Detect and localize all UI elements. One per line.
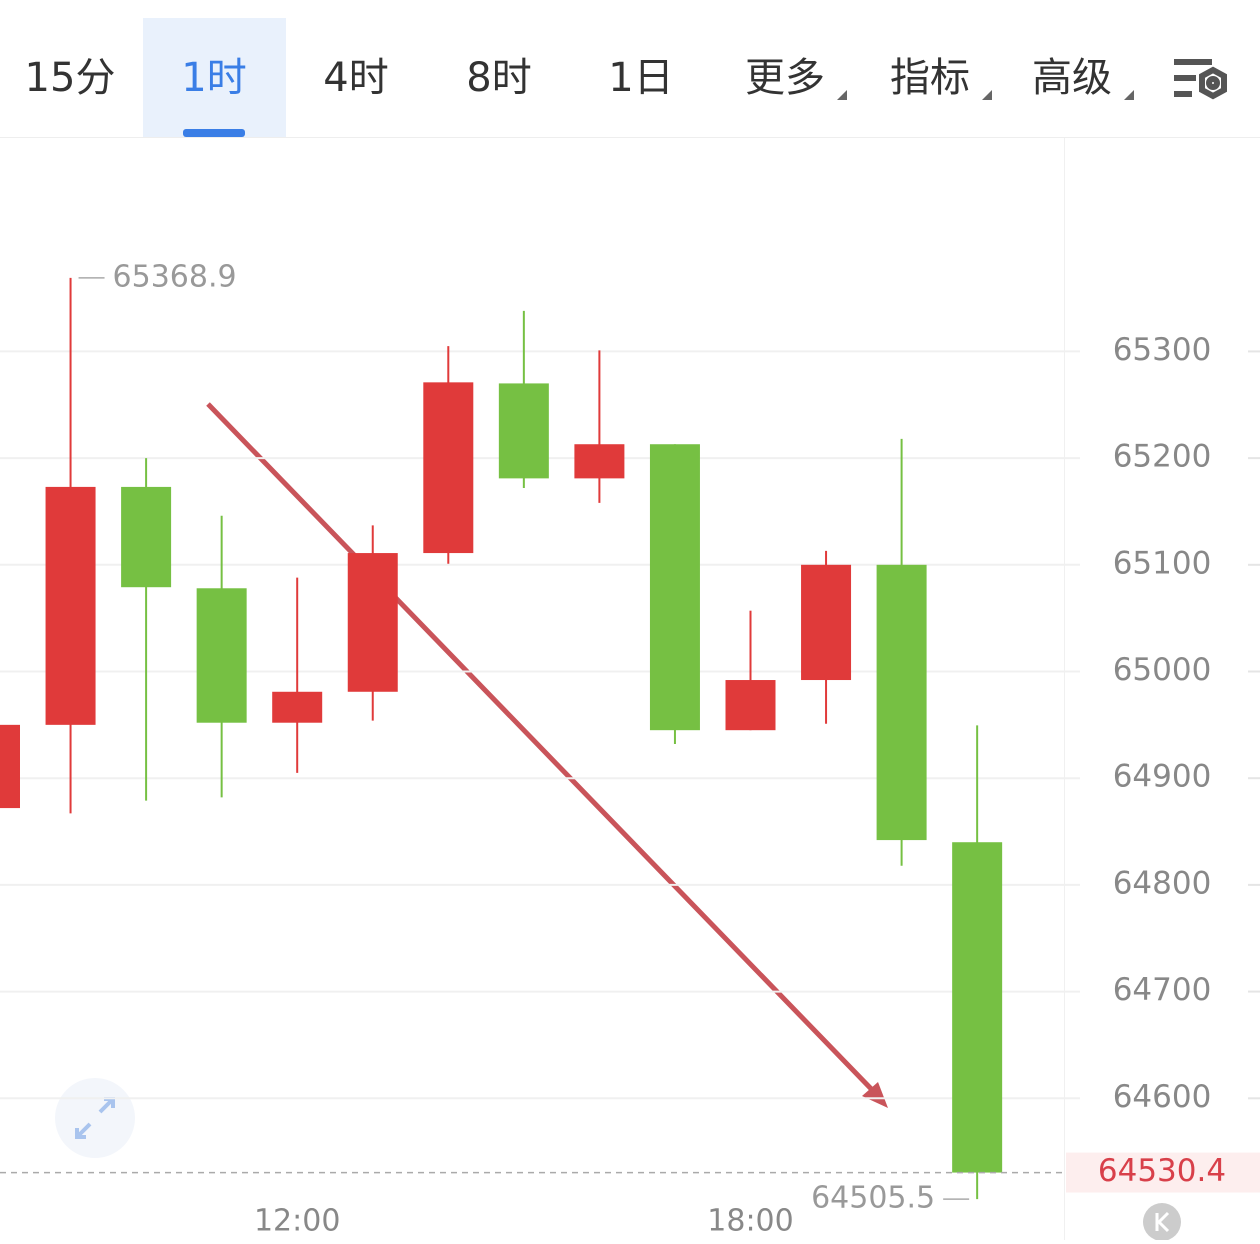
y-tick-label: 65100 [1113,545,1212,581]
active-tab-bg [143,18,286,137]
tab[interactable]: 15分 [25,55,116,101]
y-tick-label: 64700 [1113,972,1212,1008]
tab[interactable]: 更多 [745,55,825,101]
candle-body [725,680,776,731]
high-label: 65368.9 [113,259,237,294]
active-tab-indicator [183,129,245,137]
y-tick-label: 65000 [1113,652,1212,688]
scroll-latest-button[interactable] [1143,1203,1181,1241]
x-tick-label: 12:00 [254,1204,340,1239]
tab[interactable]: 8时 [466,55,531,101]
y-tick-label: 64800 [1113,865,1212,901]
y-tick-label: 65300 [1113,332,1212,368]
last-price-label: 64530.4 [1098,1153,1226,1189]
candle-body [649,444,700,731]
last-price-bg [1066,1152,1260,1193]
candle-body [45,486,96,725]
y-tick-label: 64600 [1113,1079,1212,1115]
tab[interactable]: 1日 [608,55,673,101]
candle-body [423,382,474,554]
trend-arrowhead [862,1082,888,1108]
y-tick-label: 64900 [1113,759,1212,795]
expand-button[interactable] [55,1078,135,1158]
candle-body [498,383,549,479]
settings-icon[interactable] [1174,59,1227,100]
low-label: 64505.5 [811,1181,935,1216]
trend-arrow [206,402,882,1100]
dropdown-caret [982,90,992,100]
tab[interactable]: 高级 [1032,55,1112,101]
candle-body [0,724,20,809]
y-tick-label: 65200 [1113,439,1212,475]
dropdown-caret [837,90,847,100]
tab[interactable]: 指标 [890,55,970,101]
candle-body [196,588,247,723]
candle-body [801,564,852,681]
candle-body [876,564,927,841]
tab[interactable]: 1时 [181,55,246,101]
candle-body [952,842,1003,1173]
candle-body [347,553,398,692]
candle-body [272,691,323,723]
dropdown-caret [1124,90,1134,100]
tab[interactable]: 4时 [323,55,388,101]
candle-body [121,486,172,588]
x-tick-label: 18:00 [707,1204,793,1239]
candle-body [574,444,625,479]
